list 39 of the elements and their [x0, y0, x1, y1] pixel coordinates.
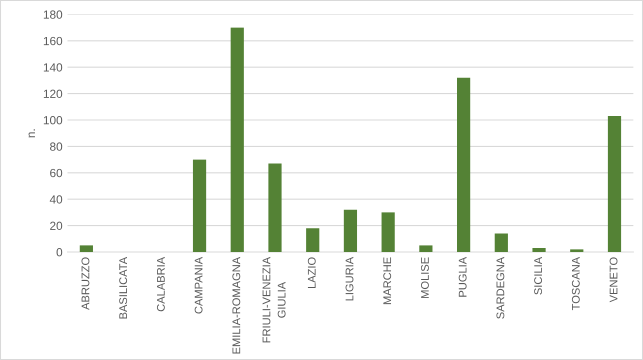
x-tick-label: SARDEGNA — [496, 256, 504, 319]
x-tick-label: FRIULI-VENEZIA GIULIA — [262, 256, 286, 342]
y-tick-label: 180 — [44, 10, 62, 19]
x-tick-label: PUGLIA — [458, 256, 467, 297]
y-tick-label: 80 — [50, 142, 62, 151]
x-tick-label: ABRUZZO — [81, 257, 90, 310]
bar — [419, 245, 432, 252]
bar — [192, 160, 206, 252]
y-tick-label: 100 — [44, 116, 62, 124]
bar — [230, 28, 244, 252]
x-tick-label: MOLISE — [420, 257, 429, 298]
y-tick-label: 20 — [50, 222, 62, 230]
x-tick-label: TOSCANA — [572, 256, 580, 310]
y-tick-label: 120 — [44, 90, 62, 98]
x-tick-label: CALABRIA — [156, 256, 165, 312]
bar — [80, 245, 93, 252]
x-tick-label: EMILIA-ROMAGNA — [232, 256, 240, 354]
bar — [457, 78, 470, 252]
bar — [494, 234, 508, 252]
y-tick-label: 140 — [44, 63, 62, 72]
x-tick-label: MARCHE — [383, 257, 392, 304]
y-tick-label: 40 — [50, 195, 62, 204]
y-axis-title: n. — [28, 129, 35, 138]
bar — [268, 164, 282, 252]
y-tick-label: 60 — [50, 168, 62, 178]
bar — [570, 249, 584, 252]
bar — [382, 212, 395, 252]
x-tick-label: SICILIA — [534, 256, 542, 295]
y-tick-label: 160 — [44, 36, 62, 46]
bar — [344, 210, 358, 252]
x-tick-label: CAMPANIA — [194, 256, 203, 314]
bar — [532, 248, 546, 252]
bar — [608, 116, 622, 252]
x-tick-label: VENETO — [610, 257, 618, 302]
y-tick-label: 0 — [56, 248, 62, 256]
x-tick-label: LAZIO — [308, 257, 316, 288]
bar — [306, 228, 320, 252]
x-tick-label: LIGURIA — [346, 256, 354, 300]
x-tick-label: BASILICATA — [119, 256, 128, 319]
